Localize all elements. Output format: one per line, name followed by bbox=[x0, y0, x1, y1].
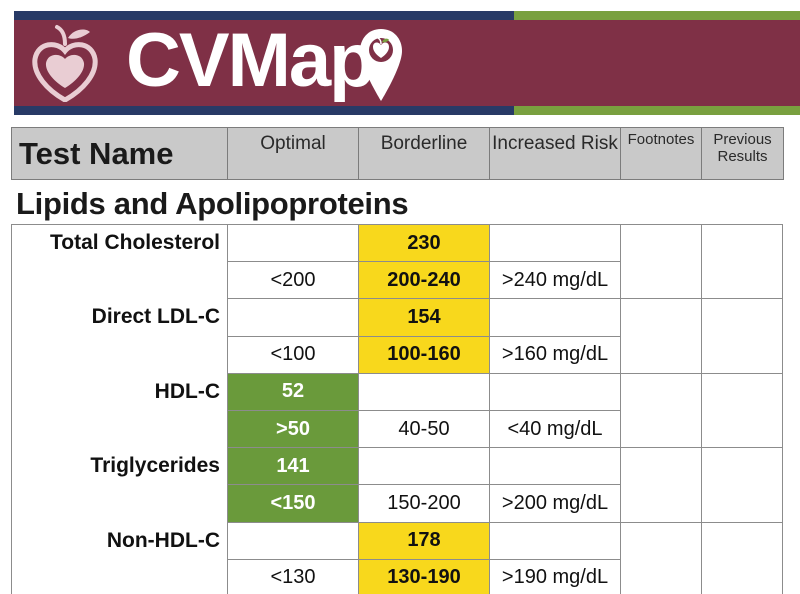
range-row: <200 200-240 >240 mg/dL bbox=[11, 261, 783, 300]
header-optimal: Optimal bbox=[228, 128, 359, 179]
optimal-range: >50 bbox=[227, 409, 359, 449]
empty-cell bbox=[11, 484, 228, 522]
result-value: 141 bbox=[227, 447, 359, 486]
previous-results-cell bbox=[701, 298, 783, 374]
increased-risk-range: >160 mg/dL bbox=[489, 335, 621, 374]
header-borderline: Borderline bbox=[359, 128, 490, 179]
optimal-range: <100 bbox=[227, 335, 359, 374]
test-name: Non-HDL-C bbox=[11, 522, 228, 560]
footnotes-cell bbox=[620, 223, 702, 300]
empty-cell bbox=[489, 447, 621, 486]
empty-cell bbox=[358, 447, 490, 486]
result-row: Total Cholesterol 230 bbox=[11, 223, 783, 300]
apple-heart-logo-icon bbox=[32, 25, 98, 102]
increased-risk-range: >190 mg/dL bbox=[489, 558, 621, 594]
section-title: Lipids and Apolipoproteins bbox=[16, 186, 409, 221]
empty-cell bbox=[227, 521, 359, 560]
banner-stripe-green-top bbox=[514, 11, 800, 20]
column-header-row: Test Name Optimal Borderline Increased R… bbox=[11, 127, 784, 180]
footnotes-cell bbox=[620, 298, 702, 374]
empty-cell bbox=[358, 372, 490, 411]
empty-cell bbox=[11, 261, 228, 299]
increased-risk-range: <40 mg/dL bbox=[489, 409, 621, 449]
test-name: Triglycerides bbox=[11, 447, 228, 485]
previous-results-cell bbox=[701, 372, 783, 449]
range-row: <100 100-160 >160 mg/dL bbox=[11, 335, 783, 374]
result-row: Direct LDL-C 154 bbox=[11, 298, 783, 374]
footnotes-cell bbox=[620, 447, 702, 523]
empty-cell bbox=[227, 298, 359, 337]
footnotes-cell bbox=[620, 521, 702, 594]
empty-cell bbox=[489, 521, 621, 560]
result-value: 230 bbox=[358, 223, 490, 263]
empty-cell bbox=[11, 410, 228, 448]
optimal-range: <130 bbox=[227, 558, 359, 594]
borderline-range: 40-50 bbox=[358, 409, 490, 449]
previous-results-cell bbox=[701, 223, 783, 300]
empty-cell bbox=[227, 223, 359, 263]
test-name: Direct LDL-C bbox=[11, 298, 228, 337]
borderline-range: 100-160 bbox=[358, 335, 490, 374]
map-pin-apple-icon bbox=[360, 29, 402, 101]
increased-risk-range: >240 mg/dL bbox=[489, 261, 621, 300]
brand-banner bbox=[14, 20, 800, 106]
result-row: HDL-C 52 bbox=[11, 372, 783, 449]
result-value: 154 bbox=[358, 298, 490, 337]
borderline-range: 200-240 bbox=[358, 261, 490, 300]
borderline-range: 130-190 bbox=[358, 558, 490, 594]
header-footnotes: Footnotes bbox=[621, 128, 702, 179]
test-name: HDL-C bbox=[11, 373, 228, 411]
empty-cell bbox=[11, 336, 228, 374]
empty-cell bbox=[489, 298, 621, 337]
range-row: <130 130-190 >190 mg/dL bbox=[11, 558, 783, 594]
header-increased-risk: Increased Risk bbox=[490, 128, 621, 179]
banner-stripe-green-bottom bbox=[514, 106, 800, 115]
header-test-name: Test Name bbox=[12, 128, 228, 179]
result-value: 178 bbox=[358, 521, 490, 560]
footnotes-cell bbox=[620, 372, 702, 449]
lipid-results-table: Total Cholesterol 230 <200 200-240 >240 mg/d… bbox=[11, 223, 783, 594]
empty-cell bbox=[11, 559, 228, 594]
empty-cell bbox=[489, 372, 621, 411]
optimal-range: <150 bbox=[227, 484, 359, 523]
increased-risk-range: >200 mg/dL bbox=[489, 484, 621, 523]
range-row: <150 150-200 >200 mg/dL bbox=[11, 484, 783, 523]
previous-results-cell bbox=[701, 447, 783, 523]
banner-stripe-navy-bottom bbox=[14, 106, 514, 115]
range-row: >50 40-50 <40 mg/dL bbox=[11, 409, 783, 449]
result-row: Triglycerides 141 bbox=[11, 447, 783, 523]
brand-title: CVMap bbox=[126, 18, 376, 103]
optimal-range: <200 bbox=[227, 261, 359, 300]
previous-results-cell bbox=[701, 521, 783, 594]
empty-cell bbox=[489, 223, 621, 263]
borderline-range: 150-200 bbox=[358, 484, 490, 523]
result-row: Non-HDL-C 178 bbox=[11, 521, 783, 594]
test-name: Total Cholesterol bbox=[11, 223, 228, 262]
header-previous-results: Previous Results bbox=[713, 131, 772, 165]
banner-stripe-navy-top bbox=[14, 11, 514, 20]
result-value: 52 bbox=[227, 372, 359, 411]
